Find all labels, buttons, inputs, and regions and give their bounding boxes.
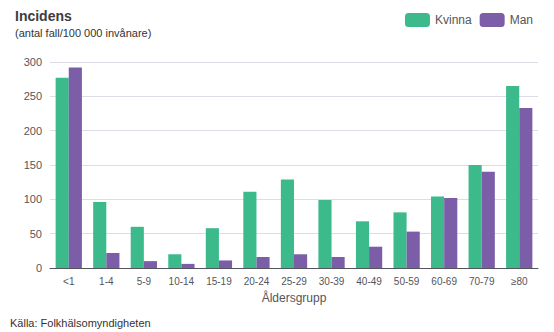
svg-text:0: 0 <box>36 262 42 274</box>
svg-text:Kvinna: Kvinna <box>435 13 472 27</box>
svg-text:≥80: ≥80 <box>511 276 528 287</box>
svg-text:1-4: 1-4 <box>99 276 114 287</box>
svg-text:Incidens: Incidens <box>15 8 72 24</box>
svg-text:200: 200 <box>24 125 42 137</box>
svg-text:300: 300 <box>24 56 42 68</box>
svg-text:50-59: 50-59 <box>394 276 420 287</box>
svg-text:<1: <1 <box>63 276 75 287</box>
svg-text:30-39: 30-39 <box>319 276 345 287</box>
svg-text:70-79: 70-79 <box>469 276 495 287</box>
svg-text:150: 150 <box>24 159 42 171</box>
svg-text:250: 250 <box>24 90 42 102</box>
svg-text:50: 50 <box>30 228 42 240</box>
svg-text:15-19: 15-19 <box>206 276 232 287</box>
svg-text:Man: Man <box>510 13 533 27</box>
svg-text:Källa: Folkhälsomyndigheten: Källa: Folkhälsomyndigheten <box>10 317 151 329</box>
svg-text:40-49: 40-49 <box>356 276 382 287</box>
svg-text:(antal fall/100 000 invånare): (antal fall/100 000 invånare) <box>15 27 151 39</box>
svg-text:100: 100 <box>24 193 42 205</box>
svg-text:60-69: 60-69 <box>431 276 457 287</box>
svg-text:5-9: 5-9 <box>137 276 152 287</box>
svg-text:25-29: 25-29 <box>281 276 307 287</box>
svg-text:Åldersgrupp: Åldersgrupp <box>262 290 327 305</box>
svg-text:20-24: 20-24 <box>244 276 270 287</box>
svg-text:10-14: 10-14 <box>169 276 195 287</box>
